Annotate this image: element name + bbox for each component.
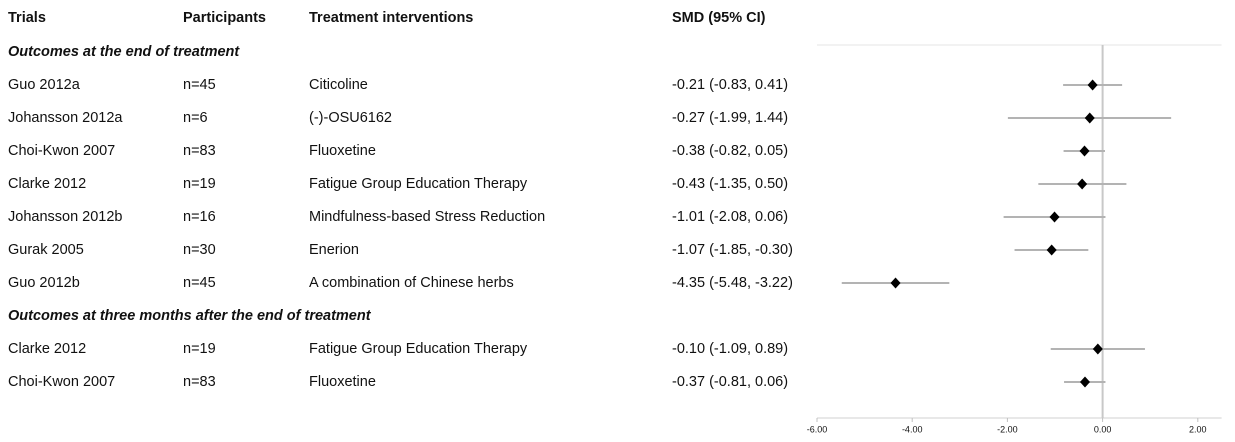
- point-estimate: [1049, 211, 1060, 223]
- point-estimate: [1084, 112, 1095, 124]
- section-title: Outcomes at three months after the end o…: [8, 308, 372, 324]
- smd-label: -4.35 (-5.48, -3.22): [672, 275, 793, 291]
- x-tick-label: -2.00: [997, 424, 1018, 434]
- trial-name: Guo 2012a: [8, 77, 81, 93]
- trial-name: Gurak 2005: [8, 242, 84, 258]
- trial-name: Johansson 2012b: [8, 209, 123, 225]
- participants: n=30: [183, 242, 216, 258]
- column-header: Treatment interventions: [309, 10, 473, 26]
- smd-label: -0.43 (-1.35, 0.50): [672, 176, 788, 192]
- intervention: A combination of Chinese herbs: [309, 275, 514, 291]
- participants: n=19: [183, 176, 216, 192]
- column-header: Participants: [183, 10, 266, 26]
- trial-name: Clarke 2012: [8, 176, 86, 192]
- smd-label: -0.10 (-1.09, 0.89): [672, 341, 788, 357]
- x-tick-label: 2.00: [1189, 424, 1207, 434]
- intervention: Enerion: [309, 242, 359, 258]
- intervention: Citicoline: [309, 77, 368, 93]
- section-title: Outcomes at the end of treatment: [8, 44, 240, 60]
- point-estimate: [1046, 244, 1057, 256]
- participants: n=45: [183, 77, 216, 93]
- trial-name: Guo 2012b: [8, 275, 80, 291]
- smd-label: -0.27 (-1.99, 1.44): [672, 110, 788, 126]
- intervention: Fluoxetine: [309, 374, 376, 390]
- intervention: Mindfulness-based Stress Reduction: [309, 209, 545, 225]
- point-estimate: [1092, 343, 1103, 355]
- participants: n=83: [183, 143, 216, 159]
- column-header: Trials: [8, 10, 46, 26]
- participants: n=45: [183, 275, 216, 291]
- point-estimate: [1079, 376, 1090, 388]
- smd-label: -1.07 (-1.85, -0.30): [672, 242, 793, 258]
- point-estimate: [1087, 79, 1098, 91]
- intervention: Fluoxetine: [309, 143, 376, 159]
- point-estimate: [1079, 145, 1090, 157]
- intervention: Fatigue Group Education Therapy: [309, 341, 528, 357]
- smd-label: -0.38 (-0.82, 0.05): [672, 143, 788, 159]
- participants: n=19: [183, 341, 216, 357]
- x-tick-label: 0.00: [1094, 424, 1112, 434]
- smd-label: -0.21 (-0.83, 0.41): [672, 77, 788, 93]
- trial-name: Johansson 2012a: [8, 110, 123, 126]
- participants: n=83: [183, 374, 216, 390]
- participants: n=16: [183, 209, 216, 225]
- intervention: Fatigue Group Education Therapy: [309, 176, 528, 192]
- point-estimate: [1077, 178, 1088, 190]
- smd-label: -1.01 (-2.08, 0.06): [672, 209, 788, 225]
- participants: n=6: [183, 110, 208, 126]
- trial-name: Choi-Kwon 2007: [8, 374, 115, 390]
- intervention: (-)-OSU6162: [309, 110, 392, 126]
- point-estimate: [890, 277, 901, 289]
- trial-name: Clarke 2012: [8, 341, 86, 357]
- column-header: SMD (95% CI): [672, 10, 766, 26]
- x-tick-label: -4.00: [902, 424, 923, 434]
- smd-label: -0.37 (-0.81, 0.06): [672, 374, 788, 390]
- trial-name: Choi-Kwon 2007: [8, 143, 115, 159]
- x-tick-label: -6.00: [807, 424, 828, 434]
